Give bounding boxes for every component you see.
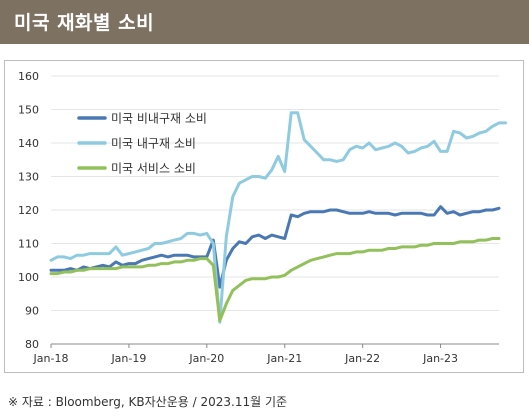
y-tick-label: 90 [25,305,39,318]
legend-label: 미국 서비스 소비 [111,162,196,176]
x-tick-label: Jan-23 [422,352,458,365]
legend-label: 미국 내구재 소비 [111,137,196,151]
y-tick-label: 130 [18,171,39,184]
x-tick-label: Jan-18 [33,352,69,365]
x-tick-label: Jan-19 [110,352,146,365]
series-line-3 [49,237,501,323]
series-line-2 [49,111,507,324]
x-tick-label: Jan-20 [188,352,224,365]
y-tick-label: 160 [18,70,39,83]
y-tick-label: 140 [18,137,39,150]
gridlines [51,75,499,311]
x-tick-label: Jan-22 [344,352,380,365]
y-tick-label: 100 [18,271,39,284]
title-bar: 미국 재화별 소비 [0,0,529,44]
page-title: 미국 재화별 소비 [14,12,155,34]
y-tick-label: 80 [25,338,39,351]
legend-label: 미국 비내구재 소비 [111,112,207,126]
x-tick-labels: Jan-18 Jan-19 Jan-20 Jan-21 Jan-22 Jan-23 [33,352,459,365]
x-tick-label: Jan-21 [266,352,302,365]
source-note: ※ 자료 : Bloomberg, KB자산운용 / 2023.11월 기준 [8,395,288,409]
y-tick-labels: 80 90 100 110 120 130 140 150 160 [18,70,39,351]
series-line-1 [49,205,501,289]
axes [50,343,499,348]
y-tick-label: 150 [18,104,39,117]
series-lines [49,111,507,324]
y-tick-label: 110 [18,238,39,251]
chart-frame: 80 90 100 110 120 130 140 150 160 Jan-18 Jan-19 Ja… [4,60,524,373]
y-tick-label: 120 [18,204,39,217]
